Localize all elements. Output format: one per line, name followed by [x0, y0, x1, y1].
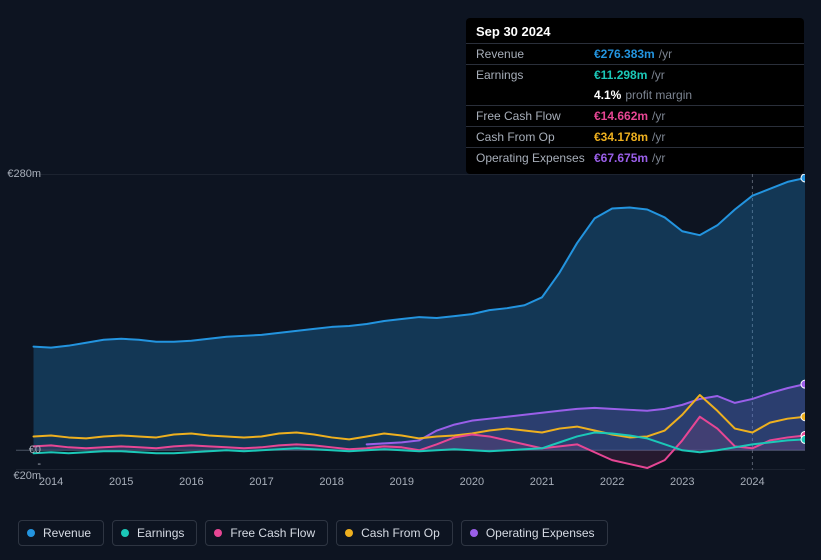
x-axis-label: 2024	[740, 476, 764, 488]
legend-item-revenue[interactable]: Revenue	[18, 520, 104, 546]
tooltip-rows: Revenue€276.383m/yrEarnings€11.298m/yr4.…	[466, 43, 804, 168]
x-axis-label: 2021	[530, 476, 554, 488]
chart-legend: Revenue Earnings Free Cash Flow Cash From O…	[18, 520, 608, 546]
x-axis-label: 2019	[389, 476, 413, 488]
tooltip-label: Revenue	[476, 47, 594, 61]
tooltip-unit: /yr	[659, 47, 672, 61]
y-axis-label: -€20m	[13, 458, 41, 482]
legend-dot-icon	[27, 529, 35, 537]
legend-dot-icon	[345, 529, 353, 537]
x-axis-label: 2014	[39, 476, 63, 488]
legend-label: Free Cash Flow	[230, 526, 315, 540]
tooltip-value: €11.298m	[594, 68, 647, 82]
tooltip-value: €276.383m	[594, 47, 655, 61]
x-axis-label: 2017	[249, 476, 273, 488]
tooltip-unit: /yr	[652, 109, 665, 123]
tooltip-row: Earnings€11.298m/yr	[466, 64, 804, 85]
x-axis-label: 2023	[670, 476, 694, 488]
tooltip-date: Sep 30 2024	[466, 24, 804, 43]
x-axis-label: 2016	[179, 476, 203, 488]
legend-item-operating-expenses[interactable]: Operating Expenses	[461, 520, 608, 546]
legend-label: Operating Expenses	[486, 526, 595, 540]
tooltip-value: €34.178m	[594, 130, 648, 144]
tooltip-value: €14.662m	[594, 109, 648, 123]
y-axis-label: €280m	[7, 168, 41, 180]
legend-item-cash-from-op[interactable]: Cash From Op	[336, 520, 453, 546]
data-tooltip: Sep 30 2024 Revenue€276.383m/yrEarnings€…	[466, 18, 804, 174]
legend-label: Earnings	[137, 526, 184, 540]
legend-label: Revenue	[43, 526, 91, 540]
legend-dot-icon	[121, 529, 129, 537]
tooltip-unit: /yr	[651, 68, 664, 82]
x-axis-label: 2020	[460, 476, 484, 488]
legend-dot-icon	[470, 529, 478, 537]
tooltip-row: Revenue€276.383m/yr	[466, 43, 804, 64]
tooltip-label: Earnings	[476, 68, 594, 82]
tooltip-label: Cash From Op	[476, 130, 594, 144]
x-axis-label: 2018	[319, 476, 343, 488]
legend-item-free-cash-flow[interactable]: Free Cash Flow	[205, 520, 328, 546]
tooltip-row: Free Cash Flow€14.662m/yr	[466, 105, 804, 126]
x-axis-label: 2015	[109, 476, 133, 488]
tooltip-value: 4.1%	[594, 88, 621, 102]
tooltip-row: 4.1% profit margin	[466, 85, 804, 105]
legend-item-earnings[interactable]: Earnings	[112, 520, 197, 546]
legend-label: Cash From Op	[361, 526, 440, 540]
chart-plot[interactable]	[16, 174, 805, 470]
tooltip-row: Cash From Op€34.178m/yr	[466, 126, 804, 147]
x-axis-label: 2022	[600, 476, 624, 488]
financial-chart: €280m€0-€20m2014201520162017201820192020…	[16, 160, 805, 500]
tooltip-unit: profit margin	[625, 88, 692, 102]
legend-dot-icon	[214, 529, 222, 537]
tooltip-label: Free Cash Flow	[476, 109, 594, 123]
tooltip-unit: /yr	[652, 130, 665, 144]
y-axis-label: €0	[29, 444, 41, 456]
